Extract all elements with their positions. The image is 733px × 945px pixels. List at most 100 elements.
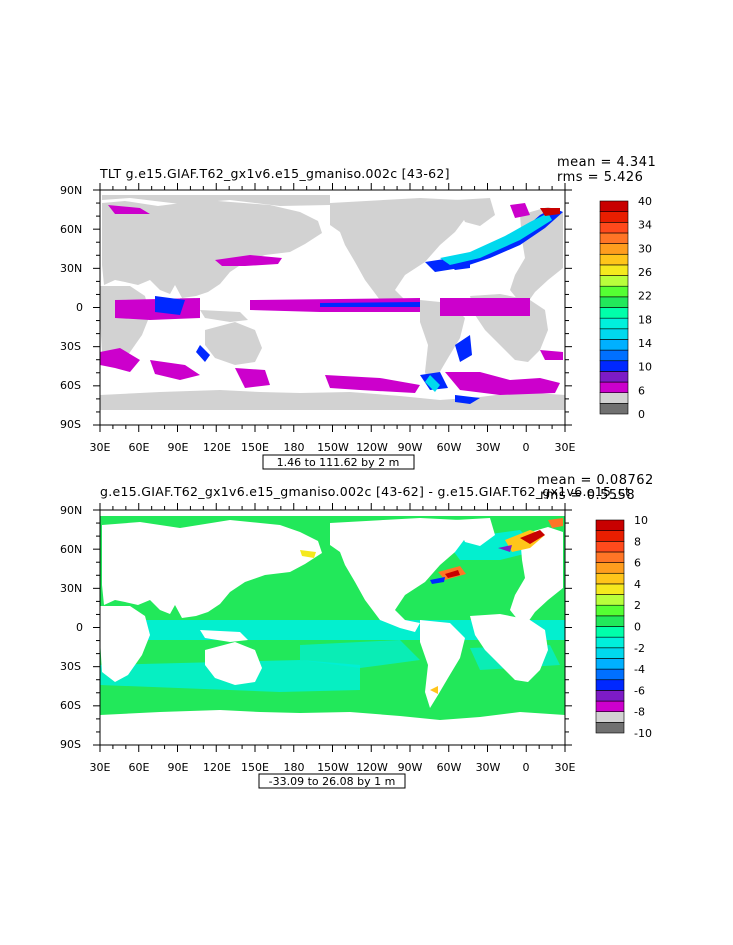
colorbar-swatch <box>595 690 625 702</box>
colorbar-swatch <box>599 392 629 404</box>
colorbar-swatch <box>599 243 629 255</box>
colorbar-label: 0 <box>634 621 641 634</box>
colorbar-label: 6 <box>634 557 641 570</box>
panel-1-lat-labels: 90N 60N 30N 0 30S 60S 90S <box>60 184 83 431</box>
colorbar-swatch <box>595 626 625 638</box>
panel-1-range-box: 1.46 to 111.62 by 2 m <box>262 454 415 470</box>
lon-label-90e: 90E <box>168 441 189 454</box>
colorbar-swatch <box>599 360 629 372</box>
lon-label-0: 0 <box>523 441 530 454</box>
lon-label-180: 180 <box>284 761 305 774</box>
colorbar-label: 0 <box>638 408 645 421</box>
colorbar-swatch <box>599 264 629 276</box>
colorbar-swatch <box>599 200 629 212</box>
colorbar-swatch <box>599 222 629 234</box>
colorbar-swatch <box>595 658 625 670</box>
panel-1-lon-labels: 30E 60E 90E 120E 150E 180 150W 120W 90W … <box>90 441 576 454</box>
lat-label-60s: 60S <box>60 379 81 392</box>
colorbar-label: 10 <box>638 361 652 374</box>
colorbar-swatch <box>595 647 625 659</box>
colorbar-swatch <box>599 403 629 415</box>
lat-label-90s: 90S <box>60 738 81 751</box>
colorbar-swatch <box>595 604 625 617</box>
panel-1-colorbar: 0 6 10 14 18 22 26 30 34 40 <box>599 195 652 421</box>
lon-label-30e-right: 30E <box>555 441 576 454</box>
lon-label-90e: 90E <box>168 761 189 774</box>
colorbar-swatch <box>599 381 629 393</box>
lon-label-150e: 150E <box>241 761 269 774</box>
colorbar-swatch <box>599 339 629 351</box>
colorbar-swatch <box>599 317 629 330</box>
lon-label-90w: 90W <box>398 441 423 454</box>
colorbar-swatch <box>599 328 629 340</box>
lat-label-30s: 30S <box>60 660 81 673</box>
colorbar-label: 2 <box>634 599 641 612</box>
lat-label-60n: 60N <box>60 543 82 556</box>
lon-label-120e: 120E <box>203 441 231 454</box>
lon-label-0: 0 <box>523 761 530 774</box>
lat-label-30n: 30N <box>60 262 82 275</box>
lon-label-30e: 30E <box>90 761 111 774</box>
colorbar-label: 40 <box>638 195 652 208</box>
colorbar-swatch <box>599 371 629 383</box>
colorbar-swatch <box>595 594 625 606</box>
lon-label-120e: 120E <box>203 761 231 774</box>
colorbar-swatch <box>599 296 629 308</box>
lon-label-180: 180 <box>284 441 305 454</box>
colorbar-label: -10 <box>634 727 652 740</box>
colorbar-swatch <box>595 562 625 574</box>
lon-label-90w: 90W <box>398 761 423 774</box>
lon-label-120w: 120W <box>356 761 388 774</box>
lon-label-60e: 60E <box>129 441 150 454</box>
colorbar-swatch <box>595 572 625 585</box>
panel-2-lat-labels: 90N 60N 30N 0 30S 60S 90S <box>60 504 83 751</box>
colorbar-swatch <box>599 349 629 362</box>
colorbar-label: -4 <box>634 663 645 676</box>
panel-2-mean: mean = 0.08762 <box>537 473 654 488</box>
colorbar-label: 26 <box>638 266 652 279</box>
panel-1-range: 1.46 to 111.62 by 2 m <box>277 456 400 469</box>
lon-label-150e: 150E <box>241 441 269 454</box>
colorbar-label: 18 <box>638 313 652 326</box>
colorbar-swatch <box>595 636 625 649</box>
panel-1-title: TLT g.e15.GIAF.T62_gx1v6.e15_gmaniso.002… <box>99 166 450 181</box>
colorbar-swatch <box>599 232 629 244</box>
lon-label-60w: 60W <box>437 441 462 454</box>
colorbar-swatch <box>599 211 629 223</box>
colorbar-swatch <box>599 285 629 298</box>
panel-2-ticks <box>93 503 572 752</box>
colorbar-label: 34 <box>638 219 652 232</box>
panel-1: TLT g.e15.GIAF.T62_gx1v6.e15_gmaniso.002… <box>60 155 656 470</box>
lat-label-0: 0 <box>76 621 83 634</box>
lat-label-30n: 30N <box>60 582 82 595</box>
colorbar-swatch <box>595 679 625 691</box>
colorbar-swatch <box>599 275 629 287</box>
lat-label-30s: 30S <box>60 340 81 353</box>
panel-2-range: -33.09 to 26.08 by 1 m <box>269 775 396 788</box>
colorbar-label: 4 <box>634 578 641 591</box>
panel-2-lon-labels: 30E 60E 90E 120E 150E 180 150W 120W 90W … <box>90 761 576 774</box>
colorbar-swatch <box>599 253 629 266</box>
panel-2-map <box>99 509 566 746</box>
lat-label-60s: 60S <box>60 699 81 712</box>
panel-1-ticks <box>93 183 572 432</box>
colorbar-swatch <box>595 722 625 734</box>
lon-label-30e: 30E <box>90 441 111 454</box>
colorbar-swatch <box>595 583 625 595</box>
lon-label-150w: 150W <box>317 761 349 774</box>
lon-label-120w: 120W <box>356 441 388 454</box>
panel-2-title: g.e15.GIAF.T62_gx1v6.e15_gmaniso.002c [4… <box>100 484 630 499</box>
colorbar-swatch <box>599 307 629 319</box>
colorbar-label: -8 <box>634 706 645 719</box>
panel-1-map <box>99 189 566 426</box>
colorbar-swatch <box>595 615 625 627</box>
lat-label-0: 0 <box>76 301 83 314</box>
colorbar-swatch <box>595 519 625 531</box>
colorbar-swatch <box>595 551 625 563</box>
panel-2-range-box: -33.09 to 26.08 by 1 m <box>258 773 406 789</box>
colorbar-label: 30 <box>638 242 652 255</box>
lon-label-60w: 60W <box>437 761 462 774</box>
colorbar-label: 6 <box>638 384 645 397</box>
colorbar-swatch <box>595 668 625 681</box>
